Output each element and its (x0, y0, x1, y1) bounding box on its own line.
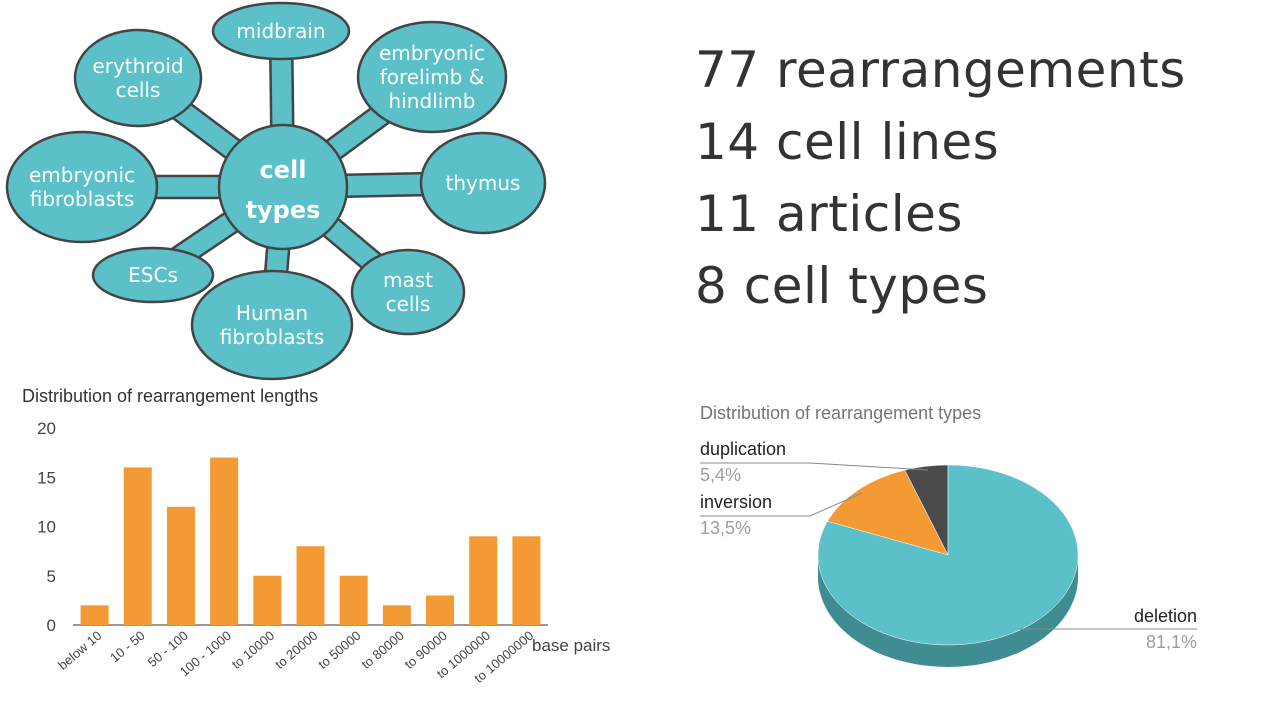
bar (426, 595, 455, 625)
pie-slice-name: duplication (700, 439, 786, 459)
x-tick-label: below 10 (55, 628, 105, 673)
pie-label-deletion: deletion 81,1% (1020, 606, 1197, 652)
mindmap-node-bubble (356, 20, 508, 134)
pie-chart-title: Distribution of rearrangement types (700, 403, 982, 423)
mindmap-center-node: cell types (217, 123, 349, 251)
bar (469, 536, 498, 625)
y-tick-label: 5 (47, 567, 56, 586)
pie-slice-name: deletion (1134, 606, 1197, 626)
x-tick-label: to 10000 (229, 628, 277, 672)
bar (339, 575, 368, 625)
bar-chart-title: Distribution of rearrangement lengths (22, 386, 319, 406)
stat-articles: 11 articles (695, 185, 963, 243)
mindmap-node-label: cells (386, 292, 431, 316)
pie-label-inversion: inversion 13,5% (700, 492, 863, 538)
mindmap-node-label: Human (236, 301, 308, 325)
cell-types-mindmap: midbrainerythroidcellsembryonicforelimb … (5, 1, 547, 381)
y-tick-label: 10 (37, 518, 56, 537)
stat-rearrangements: 77 rearrangements (695, 41, 1186, 99)
mindmap-node-label: fibroblasts (30, 187, 135, 211)
mindmap-node-bubble (73, 28, 203, 128)
mindmap-node-label: forelimb & (380, 65, 485, 89)
mindmap-node: ESCs (91, 246, 215, 304)
pie-leader-line (700, 462, 929, 471)
bar (512, 536, 541, 625)
x-axis-label: base pairs (532, 636, 610, 655)
y-tick-label: 0 (47, 616, 56, 635)
pie-side (818, 555, 1078, 667)
mindmap-nodes: midbrainerythroidcellsembryonicforelimb … (5, 1, 547, 381)
bar (210, 457, 239, 625)
mindmap-center-label: types (246, 196, 321, 224)
mindmap-node-bubble (190, 269, 354, 381)
y-tick-label: 15 (37, 468, 56, 487)
mindmap-node-label: midbrain (236, 19, 325, 43)
pie-slice-value: 5,4% (700, 465, 741, 485)
mindmap-node-bubble (211, 1, 351, 61)
mindmap-node-label: erythroid (92, 54, 183, 78)
bar (382, 605, 411, 625)
mindmap-node-bubble (91, 246, 215, 304)
pie-slice-deletion (817, 464, 1079, 646)
bar (253, 575, 282, 625)
mindmap-node: thymus (419, 131, 547, 235)
mindmap-node-label: ESCs (128, 263, 178, 287)
x-tick-label: to 50000 (315, 628, 363, 672)
stat-cell-lines: 14 cell lines (695, 113, 1000, 171)
x-tick-label: 10 - 50 (107, 628, 148, 666)
mindmap-node-label: embryonic (29, 163, 135, 187)
summary-stats: 77 rearrangements 14 cell lines 11 artic… (695, 38, 1186, 326)
mindmap-node-label: cells (116, 78, 161, 102)
mindmap-node: midbrain (211, 1, 351, 61)
pie-leader-line (700, 492, 863, 517)
y-tick-label: 20 (37, 419, 56, 438)
stat-cell-types: 8 cell types (695, 257, 989, 315)
mindmap-node-label: fibroblasts (220, 325, 325, 349)
mindmap-center-label: cell (260, 156, 307, 184)
pie-slice-side (818, 555, 1078, 667)
x-tick-label: to 80000 (358, 628, 406, 672)
pie-label-duplication: duplication 5,4% (700, 439, 929, 485)
bar (166, 506, 195, 625)
bar (296, 546, 325, 625)
bar (80, 605, 109, 625)
mindmap-node-label: embryonic (379, 41, 485, 65)
mindmap-center-bubble (217, 123, 349, 251)
mindmap-node-label: mast (383, 268, 433, 292)
pie-slice-value: 13,5% (700, 518, 751, 538)
pie-slice-name: inversion (700, 492, 772, 512)
rearrangement-types-pie-chart: duplication 5,4% inversion 13,5% deletion 81,… (700, 439, 1197, 667)
mindmap-node-bubble (419, 131, 547, 235)
bar (123, 467, 152, 625)
mindmap-node-label: hindlimb (389, 89, 476, 113)
mindmap-node-bubble (5, 130, 159, 244)
pie-slice-value: 81,1% (1146, 632, 1197, 652)
mindmap-node-label: thymus (446, 171, 521, 195)
mindmap-node-bubble (350, 248, 466, 336)
x-tick-label: to 20000 (272, 628, 320, 672)
pie-slice-inversion (827, 469, 949, 556)
